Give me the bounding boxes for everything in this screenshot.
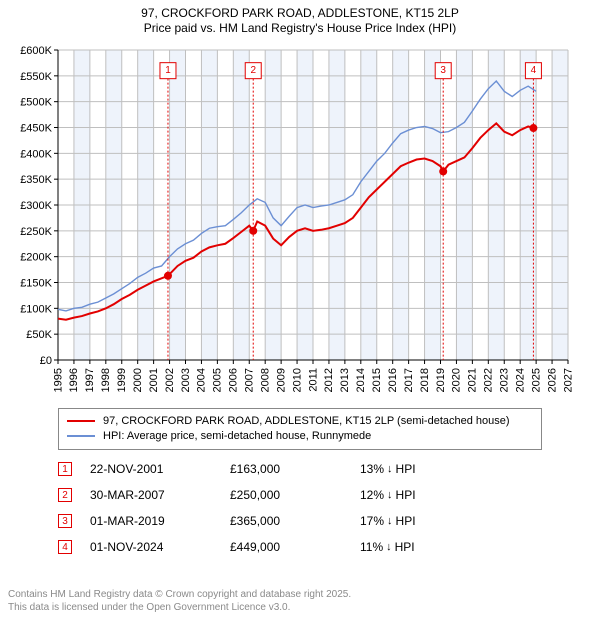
down-arrow-icon: ↓: [387, 463, 393, 475]
chart-svg: £0 £50K £100K £150K £200K £250K £300K £350K £400…: [8, 40, 592, 400]
svg-text:3: 3: [440, 65, 446, 76]
svg-text:£350K: £350K: [20, 174, 52, 186]
sale-price: £365,000: [230, 514, 360, 528]
legend-swatch: [67, 420, 95, 422]
sale-delta: 12%↓HPI: [360, 488, 480, 502]
sale-row: 2 30-MAR-2007£250,00012%↓HPI: [58, 482, 480, 508]
svg-text:2011: 2011: [307, 368, 319, 392]
title-line-1: 97, CROCKFORD PARK ROAD, ADDLESTONE, KT1…: [0, 6, 600, 21]
sale-date: 01-MAR-2019: [90, 514, 230, 528]
svg-text:£150K: £150K: [20, 278, 52, 290]
svg-text:2025: 2025: [530, 368, 542, 392]
svg-text:2005: 2005: [212, 368, 224, 392]
svg-text:2024: 2024: [514, 368, 526, 392]
sale-delta: 11%↓HPI: [360, 540, 480, 554]
svg-text:£450K: £450K: [20, 123, 52, 135]
footer-line-1: Contains HM Land Registry data © Crown c…: [8, 588, 351, 601]
legend-item: 97, CROCKFORD PARK ROAD, ADDLESTONE, KT1…: [67, 414, 533, 429]
svg-text:1995: 1995: [52, 368, 64, 392]
sale-row: 1 22-NOV-2001£163,00013%↓HPI: [58, 456, 480, 482]
svg-text:2013: 2013: [339, 368, 351, 392]
chart-container: 97, CROCKFORD PARK ROAD, ADDLESTONE, KT1…: [0, 0, 600, 620]
svg-text:£100K: £100K: [20, 303, 52, 315]
svg-text:£500K: £500K: [20, 97, 52, 109]
sales-table: 122-NOV-2001£163,00013%↓HPI230-MAR-2007£…: [58, 456, 480, 560]
sale-delta: 17%↓HPI: [360, 514, 480, 528]
legend-label: HPI: Average price, semi-detached house,…: [103, 429, 371, 444]
svg-text:£200K: £200K: [20, 252, 52, 264]
svg-text:2022: 2022: [483, 368, 495, 392]
svg-text:2004: 2004: [196, 368, 208, 392]
svg-text:£600K: £600K: [20, 45, 52, 57]
sale-date: 01-NOV-2024: [90, 540, 230, 554]
svg-text:1999: 1999: [116, 368, 128, 392]
down-arrow-icon: ↓: [386, 541, 392, 553]
svg-text:£250K: £250K: [20, 226, 52, 238]
svg-text:2021: 2021: [467, 368, 479, 392]
sale-delta-pct: 11%: [360, 540, 383, 554]
sale-price: £250,000: [230, 488, 360, 502]
svg-text:4: 4: [531, 65, 537, 76]
svg-text:£300K: £300K: [20, 200, 52, 212]
sale-marker: 1: [58, 462, 72, 476]
sale-marker: 3: [58, 514, 72, 528]
svg-text:2015: 2015: [371, 368, 383, 392]
svg-text:2016: 2016: [387, 368, 399, 392]
svg-text:2014: 2014: [355, 368, 367, 392]
svg-text:2020: 2020: [451, 368, 463, 392]
footer-attribution: Contains HM Land Registry data © Crown c…: [8, 588, 351, 614]
svg-text:2009: 2009: [275, 368, 287, 392]
svg-text:2003: 2003: [180, 368, 192, 392]
svg-text:1997: 1997: [84, 368, 96, 392]
sale-row: 4 01-NOV-2024£449,00011%↓HPI: [58, 534, 480, 560]
sale-delta: 13%↓HPI: [360, 462, 480, 476]
svg-text:2010: 2010: [291, 368, 303, 392]
sale-delta-pct: 13%: [360, 462, 384, 476]
svg-text:2007: 2007: [244, 368, 256, 392]
sale-marker: 4: [58, 540, 72, 554]
sale-date: 22-NOV-2001: [90, 462, 230, 476]
svg-text:2002: 2002: [164, 368, 176, 392]
line-chart: £0 £50K £100K £150K £200K £250K £300K £350K £400…: [8, 40, 592, 400]
svg-text:2001: 2001: [148, 368, 160, 392]
footer-line-2: This data is licensed under the Open Gov…: [8, 601, 351, 614]
svg-text:2012: 2012: [323, 368, 335, 392]
legend: 97, CROCKFORD PARK ROAD, ADDLESTONE, KT1…: [58, 408, 542, 450]
svg-text:2026: 2026: [546, 368, 558, 392]
svg-text:1996: 1996: [68, 368, 80, 392]
sale-delta-ref: HPI: [396, 514, 416, 528]
sale-delta-ref: HPI: [396, 488, 416, 502]
sale-delta-ref: HPI: [395, 540, 415, 554]
legend-swatch: [67, 435, 95, 437]
title-block: 97, CROCKFORD PARK ROAD, ADDLESTONE, KT1…: [0, 0, 600, 36]
sale-delta-pct: 12%: [360, 488, 384, 502]
svg-text:£50K: £50K: [26, 329, 52, 341]
legend-label: 97, CROCKFORD PARK ROAD, ADDLESTONE, KT1…: [103, 414, 510, 429]
svg-text:2006: 2006: [228, 368, 240, 392]
svg-text:2027: 2027: [562, 368, 574, 392]
sale-row: 3 01-MAR-2019£365,00017%↓HPI: [58, 508, 480, 534]
svg-text:2023: 2023: [499, 368, 511, 392]
legend-item: HPI: Average price, semi-detached house,…: [67, 429, 533, 444]
title-line-2: Price paid vs. HM Land Registry's House …: [0, 21, 600, 36]
svg-text:2017: 2017: [403, 368, 415, 392]
down-arrow-icon: ↓: [387, 489, 393, 501]
svg-text:2: 2: [250, 65, 256, 76]
svg-text:2019: 2019: [435, 368, 447, 392]
svg-text:£0: £0: [40, 355, 52, 367]
sale-marker: 2: [58, 488, 72, 502]
svg-text:2000: 2000: [132, 368, 144, 392]
svg-text:1: 1: [165, 65, 171, 76]
sale-date: 30-MAR-2007: [90, 488, 230, 502]
svg-text:£550K: £550K: [20, 71, 52, 83]
down-arrow-icon: ↓: [387, 515, 393, 527]
svg-text:2008: 2008: [259, 368, 271, 392]
svg-text:1998: 1998: [100, 368, 112, 392]
svg-text:2018: 2018: [419, 368, 431, 392]
sale-price: £449,000: [230, 540, 360, 554]
svg-text:£400K: £400K: [20, 148, 52, 160]
sale-delta-pct: 17%: [360, 514, 384, 528]
sale-delta-ref: HPI: [396, 462, 416, 476]
sale-price: £163,000: [230, 462, 360, 476]
